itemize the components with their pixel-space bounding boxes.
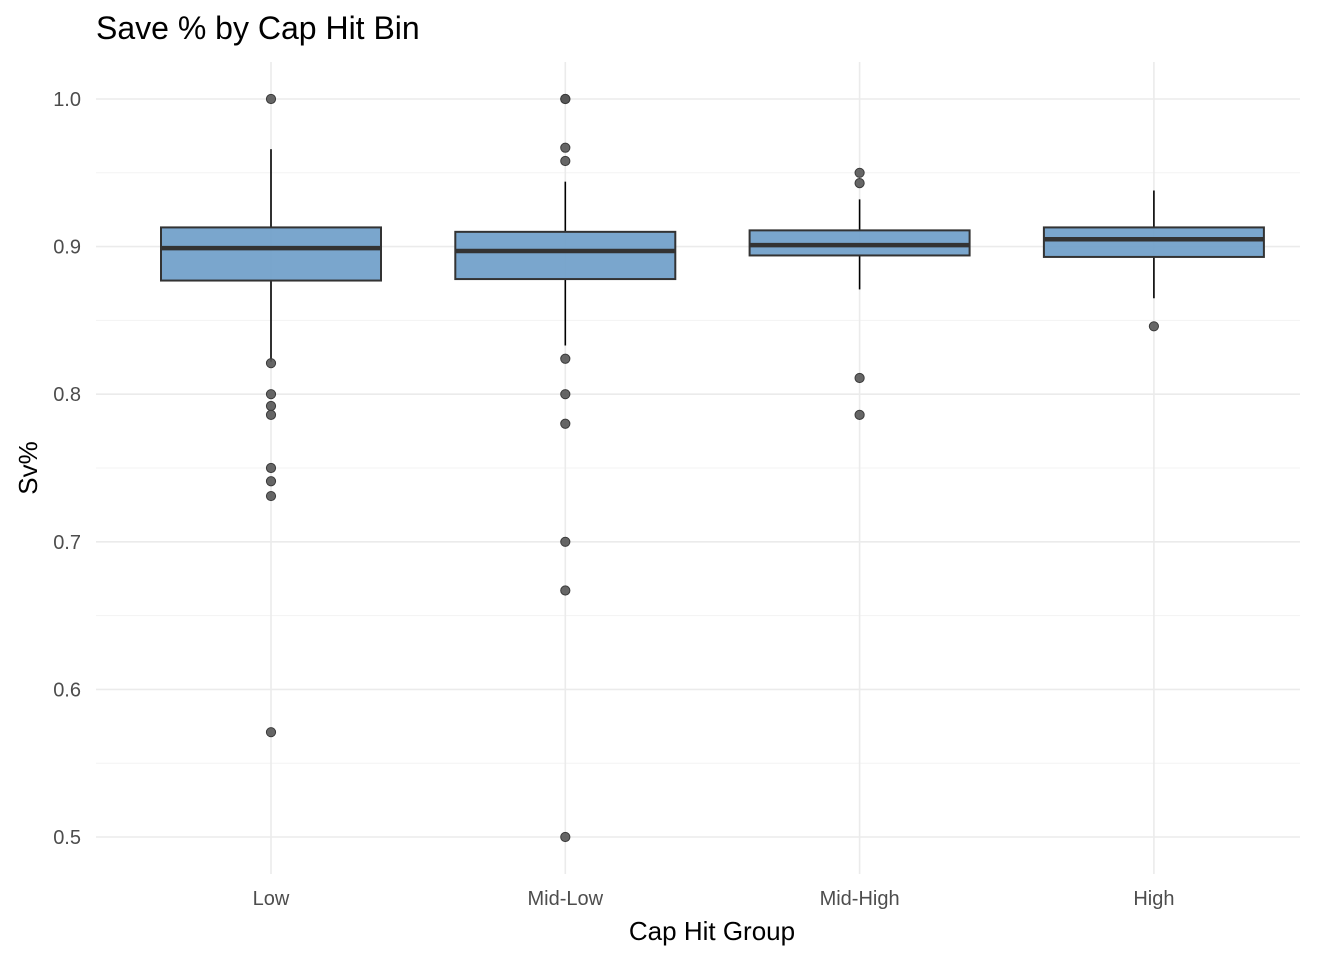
x-axis-label: Cap Hit Group [629, 916, 795, 946]
x-tick-label: Mid-High [820, 888, 900, 910]
boxes-layer [160, 93, 1265, 843]
box-body [160, 226, 382, 282]
outlier-point [560, 155, 571, 167]
y-tick-label: 1.0 [53, 89, 81, 111]
outlier-point [854, 167, 865, 178]
outlier-point [560, 389, 571, 400]
outlier-point [265, 462, 277, 474]
y-axis-label: Sv% [13, 441, 43, 494]
outlier-point [265, 93, 277, 105]
box-low [160, 93, 382, 738]
outlier-point [265, 389, 277, 400]
y-tick-label: 0.9 [53, 237, 81, 259]
outlier-point [560, 831, 571, 843]
outlier-point [560, 585, 571, 596]
y-tick-label: 0.6 [53, 679, 81, 701]
x-tick-label: Low [253, 888, 290, 910]
x-tick-label: High [1133, 888, 1174, 910]
outlier-point [854, 409, 865, 420]
y-tick-label: 0.5 [53, 827, 81, 849]
outlier-point [265, 400, 277, 412]
grid-lines [96, 62, 1300, 874]
outlier-point [560, 93, 571, 105]
box-high [1042, 190, 1265, 332]
x-tick-label: Mid-Low [528, 888, 604, 910]
outlier-point [265, 476, 277, 487]
chart-title: Save % by Cap Hit Bin [96, 10, 420, 46]
y-tick-label: 0.8 [53, 384, 81, 406]
outlier-point [265, 490, 277, 502]
outlier-point [265, 358, 277, 369]
outlier-point [560, 353, 571, 364]
outlier-point [560, 142, 571, 153]
y-axis: 0.5 0.6 0.7 0.8 0.9 1.0 [53, 89, 81, 849]
outlier-point [560, 536, 571, 547]
outlier-point [560, 418, 571, 429]
box-body [1042, 226, 1265, 258]
y-tick-label: 0.7 [53, 532, 81, 554]
x-axis: Low Mid-Low Mid-High High [253, 888, 1175, 910]
box-mid-high [748, 167, 971, 420]
box-body [454, 230, 677, 281]
outlier-point [265, 409, 277, 420]
outlier-point [854, 372, 865, 384]
outlier-point [854, 178, 865, 189]
outlier-point [1148, 321, 1160, 332]
box-mid-low [454, 93, 677, 843]
outlier-point [265, 727, 277, 738]
